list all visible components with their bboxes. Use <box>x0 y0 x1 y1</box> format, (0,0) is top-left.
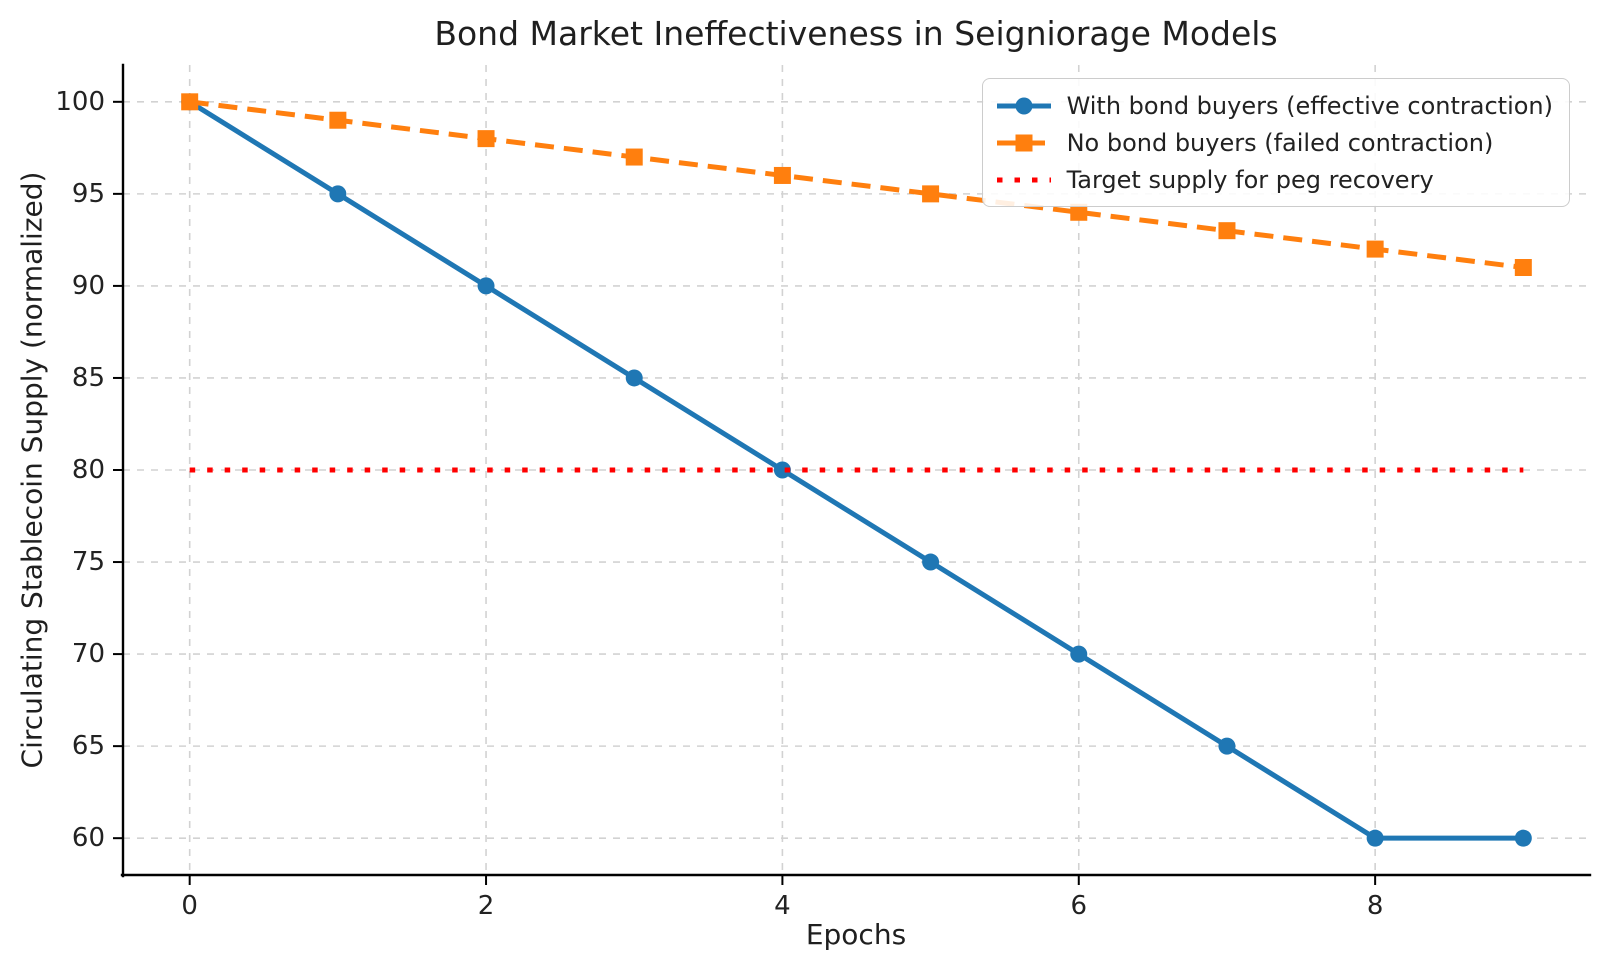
y-tick-label: 85 <box>71 362 105 393</box>
data-point-circle <box>1218 737 1236 755</box>
legend-sample-dotted-line-icon <box>996 177 1051 182</box>
legend-label: No bond buyers (failed contraction) <box>1066 128 1494 157</box>
y-tick-label: 70 <box>71 639 105 670</box>
data-point-circle <box>1070 645 1088 663</box>
legend-item-with-bond-buyers: With bond buyers (effective contraction) <box>995 88 1553 123</box>
data-point-circle <box>1514 829 1532 847</box>
data-point-square <box>1070 203 1088 221</box>
series-1 <box>181 93 1532 276</box>
data-point-circle <box>922 553 940 571</box>
legend-marker <box>1015 97 1033 114</box>
data-point-square <box>1514 259 1532 276</box>
y-tick-label: 90 <box>71 270 105 301</box>
series-line-1 <box>189 99 1524 270</box>
y-tick-label: 80 <box>71 455 105 485</box>
data-point-square <box>1218 222 1236 240</box>
data-point-square <box>625 148 643 166</box>
x-axis-label: Epochs <box>805 918 907 951</box>
legend: With bond buyers (effective contraction)… <box>981 78 1570 207</box>
series-line-0 <box>187 99 1526 841</box>
legend-item-target-supply: Target supply for peg recovery <box>995 162 1553 197</box>
legend-marker <box>1015 134 1033 151</box>
data-point-square <box>477 130 495 148</box>
y-tick-label: 60 <box>71 823 105 854</box>
x-tick-label: 2 <box>477 891 495 921</box>
legend-label: Target supply for peg recovery <box>1066 165 1434 194</box>
y-tick-label: 100 <box>55 86 105 117</box>
y-tick-label: 75 <box>71 547 105 578</box>
legend-label: With bond buyers (effective contraction) <box>1066 91 1553 120</box>
x-tick-label: 0 <box>181 891 198 921</box>
y-tick-label: 65 <box>71 731 105 762</box>
data-point-circle <box>773 461 791 479</box>
legend-sample-dashed-square-icon <box>996 134 1051 151</box>
data-point-square <box>181 93 199 111</box>
tick-marks <box>113 100 1377 885</box>
x-tick-label: 8 <box>1366 891 1384 921</box>
data-point-square <box>773 166 791 184</box>
data-point-circle <box>625 369 643 387</box>
data-point-circle <box>1366 829 1384 847</box>
x-tick-label: 6 <box>1070 891 1088 921</box>
x-tick-label: 4 <box>774 891 791 921</box>
data-point-circle <box>477 277 495 295</box>
data-point-circle <box>329 185 347 203</box>
y-tick-label: 95 <box>71 178 105 209</box>
chart-title: Bond Market Ineffectiveness in Seigniora… <box>434 14 1278 53</box>
legend-sample-line-circle-icon <box>996 97 1051 114</box>
data-point-square <box>922 185 940 203</box>
data-point-square <box>329 111 347 129</box>
legend-item-no-bond-buyers: No bond buyers (failed contraction) <box>995 125 1553 160</box>
data-point-square <box>1366 240 1384 258</box>
